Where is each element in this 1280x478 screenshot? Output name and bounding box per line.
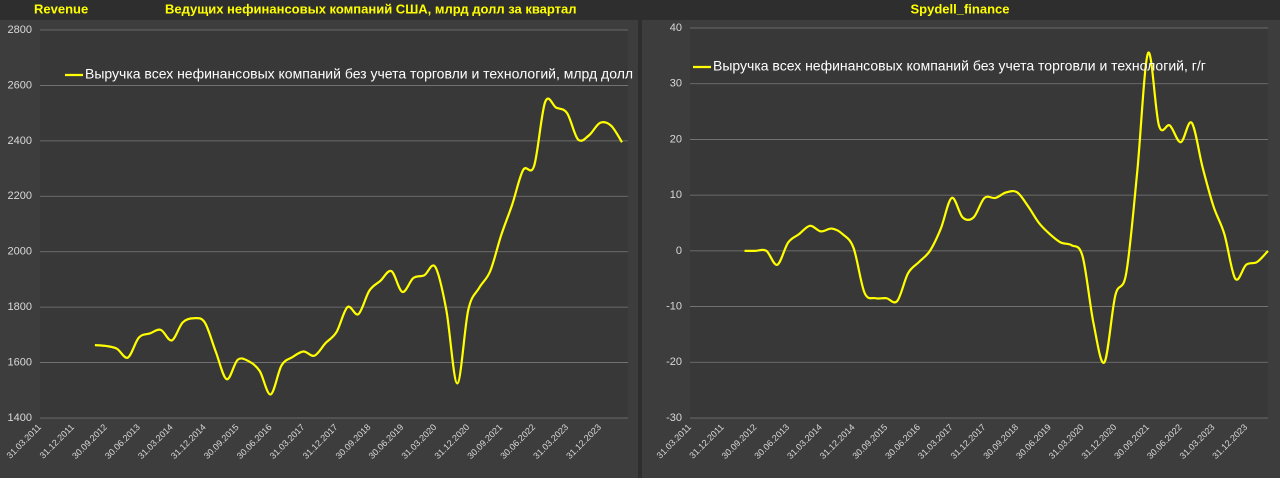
y-tick-label: -30 <box>666 412 682 424</box>
y-tick-label: 1400 <box>8 412 32 424</box>
plot-area <box>690 28 1268 418</box>
data-line <box>94 97 623 396</box>
y-tick-label: 1800 <box>8 301 32 313</box>
y-tick-label: 2400 <box>8 135 32 147</box>
y-tick-label: -10 <box>666 300 682 312</box>
y-tick-label: 0 <box>676 245 682 257</box>
chart-subtitle: Revenue <box>34 1 88 16</box>
legend-label: Выручка всех нефинансовых компаний без у… <box>85 66 633 82</box>
y-tick-label: 40 <box>670 22 682 34</box>
y-tick-label: 20 <box>670 133 682 145</box>
y-tick-label: 30 <box>670 78 682 90</box>
y-tick-label: 1600 <box>8 356 32 368</box>
y-tick-label: 2200 <box>8 190 32 202</box>
legend-label: Выручка всех нефинансовых компаний без у… <box>713 58 1206 74</box>
y-tick-label: 2800 <box>8 24 32 36</box>
y-tick-label: 10 <box>670 189 682 201</box>
chart-title: Spydell_finance <box>911 1 1010 16</box>
chart-title: Ведущих нефинансовых компаний США, млрд … <box>165 1 577 16</box>
data-line <box>744 51 1269 364</box>
y-tick-label: 2000 <box>8 246 32 258</box>
y-tick-label: -20 <box>666 356 682 368</box>
plot-area <box>40 30 628 418</box>
y-tick-label: 2600 <box>8 79 32 91</box>
